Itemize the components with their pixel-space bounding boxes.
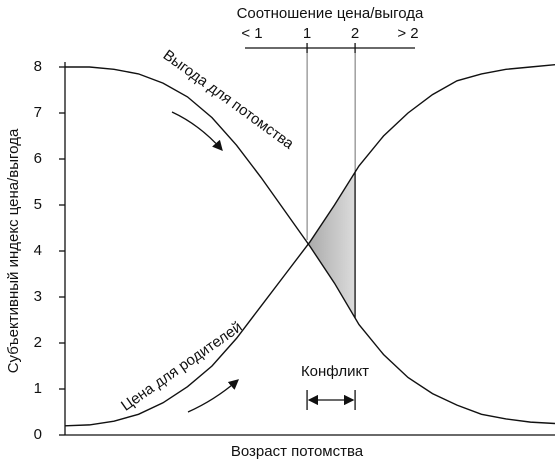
y-tick-label: 7 xyxy=(34,104,42,121)
top-axis-title: Соотношение цена/выгода xyxy=(237,5,424,22)
y-tick-label: 6 xyxy=(34,150,42,167)
conflict-label: Конфликт xyxy=(301,363,369,380)
top-tick-label: 1 xyxy=(303,25,311,42)
top-axis-side-label: > 2 xyxy=(397,25,418,42)
curve xyxy=(65,66,555,425)
y-tick-label: 5 xyxy=(34,196,42,213)
conflict-region xyxy=(307,172,356,318)
arrow xyxy=(171,111,223,151)
x-axis-title: Возраст потомства xyxy=(231,443,364,460)
arrow xyxy=(187,379,239,413)
y-tick-label: 3 xyxy=(34,288,42,305)
y-tick-label: 8 xyxy=(34,58,42,75)
curve xyxy=(64,64,555,427)
y-tick-label: 0 xyxy=(34,426,42,443)
y-tick-label: 4 xyxy=(34,242,42,259)
top-axis-side-label: < 1 xyxy=(241,25,262,42)
y-axis-title: Субъективный индекс цена/выгода xyxy=(5,128,22,373)
annotation: Цена для родителей xyxy=(118,318,245,414)
top-tick-label: 2 xyxy=(351,25,359,42)
y-tick-label: 1 xyxy=(34,380,42,397)
y-tick-label: 2 xyxy=(34,334,42,351)
